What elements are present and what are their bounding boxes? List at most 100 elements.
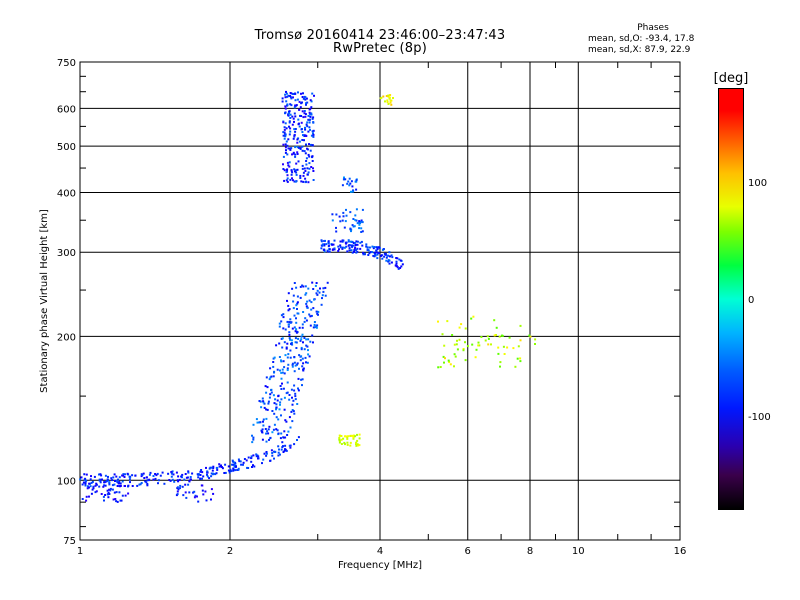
data-point <box>197 476 200 479</box>
data-point <box>98 478 101 481</box>
data-point <box>181 473 184 476</box>
data-point <box>183 478 186 481</box>
data-point <box>344 435 347 438</box>
data-point <box>349 441 352 444</box>
data-point <box>84 479 87 482</box>
data-point <box>145 476 148 479</box>
data-point <box>296 439 298 441</box>
data-point <box>351 246 354 249</box>
data-point <box>285 347 288 350</box>
data-point <box>288 133 291 136</box>
data-point <box>293 168 296 171</box>
data-point <box>157 479 160 482</box>
data-point <box>497 352 500 355</box>
data-point <box>305 103 307 106</box>
data-point <box>304 293 307 296</box>
data-point <box>388 262 391 265</box>
data-point <box>295 171 298 174</box>
x-tick-label: 10 <box>572 546 585 557</box>
data-point <box>107 491 110 494</box>
data-point <box>115 479 118 482</box>
data-point <box>308 299 311 302</box>
data-point <box>352 218 355 220</box>
data-point <box>237 458 240 461</box>
data-point <box>366 249 369 251</box>
data-point <box>349 211 352 214</box>
data-point <box>111 484 114 487</box>
data-point <box>301 384 303 387</box>
data-point <box>389 94 392 96</box>
data-point <box>221 467 224 470</box>
data-point <box>282 451 285 453</box>
data-point <box>290 147 293 150</box>
data-point <box>237 467 240 470</box>
data-point <box>335 213 338 216</box>
data-point <box>262 424 265 427</box>
data-point <box>291 420 294 423</box>
data-point <box>294 398 297 401</box>
data-point <box>184 473 187 475</box>
y-tick-label: 400 <box>57 188 76 199</box>
data-point <box>82 481 85 484</box>
data-point <box>285 420 288 423</box>
data-point <box>300 121 303 124</box>
data-point <box>389 99 392 102</box>
data-point <box>309 324 312 327</box>
data-point <box>122 473 125 476</box>
data-point <box>307 181 310 184</box>
data-point <box>293 180 296 183</box>
data-point <box>284 419 287 422</box>
data-point <box>345 242 347 245</box>
data-point <box>303 150 306 153</box>
data-point <box>362 253 365 256</box>
data-point <box>252 423 255 426</box>
data-point <box>358 223 361 226</box>
data-point <box>286 381 289 384</box>
data-point <box>265 452 268 455</box>
data-point <box>277 445 280 448</box>
data-point <box>361 208 364 211</box>
data-point <box>284 112 286 115</box>
x-tick-label: 4 <box>377 546 383 557</box>
data-point <box>306 101 309 104</box>
data-point <box>287 325 290 328</box>
data-point <box>268 396 271 399</box>
data-point <box>396 257 399 260</box>
data-point <box>348 244 351 247</box>
data-point <box>355 240 358 243</box>
data-point <box>493 319 496 322</box>
data-point <box>282 134 285 137</box>
data-point <box>302 92 304 95</box>
data-point <box>104 474 107 477</box>
data-point <box>374 251 376 254</box>
data-point <box>90 475 92 478</box>
data-point <box>210 475 213 478</box>
data-point <box>365 243 368 246</box>
data-point <box>347 435 350 438</box>
data-point <box>272 375 275 378</box>
data-point <box>196 473 199 476</box>
data-point <box>212 467 215 469</box>
data-point <box>289 130 292 133</box>
data-point <box>355 442 358 445</box>
data-point <box>291 115 294 118</box>
data-point <box>307 171 310 174</box>
data-point <box>344 178 347 181</box>
data-point <box>443 344 446 347</box>
data-point <box>247 467 250 469</box>
data-point <box>205 466 207 469</box>
data-point <box>464 327 467 330</box>
data-point <box>303 112 306 115</box>
data-point <box>367 254 370 256</box>
data-point <box>284 107 287 110</box>
data-point <box>304 177 307 180</box>
data-point <box>395 257 398 259</box>
data-point <box>292 300 295 303</box>
data-point <box>268 438 270 441</box>
data-point <box>529 335 532 338</box>
data-point <box>302 362 305 365</box>
data-point <box>102 495 105 498</box>
data-point <box>280 388 283 390</box>
data-point <box>388 251 391 254</box>
